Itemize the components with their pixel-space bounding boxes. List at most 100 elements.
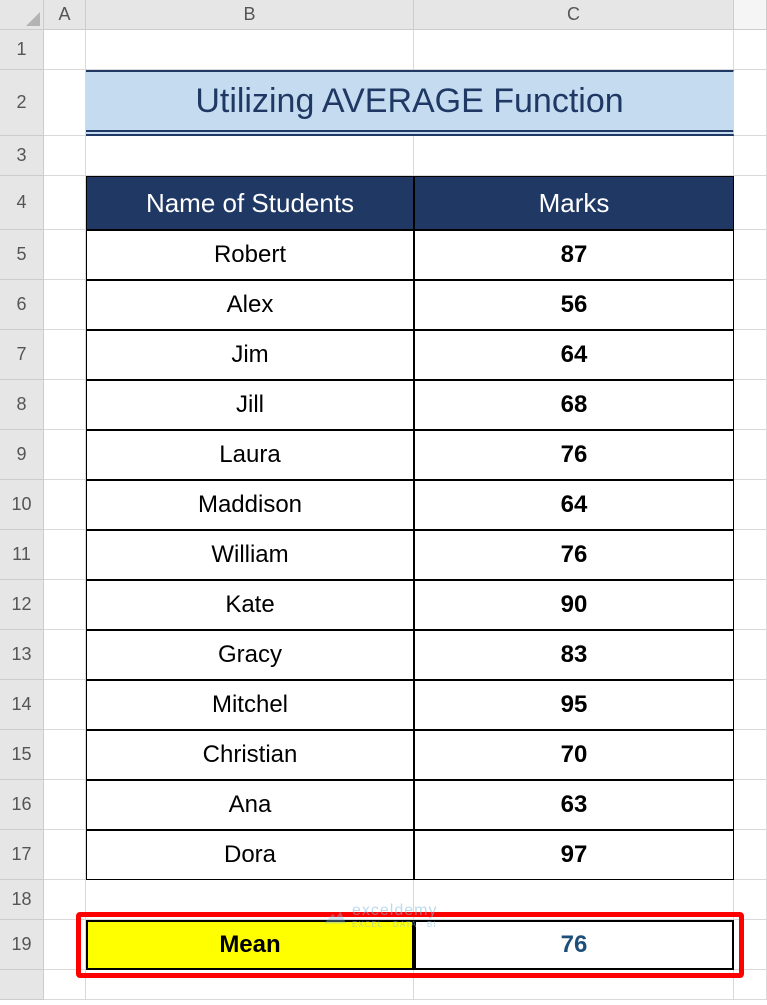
cell-A13[interactable] [44,630,86,680]
table-row-marks[interactable]: 63 [414,780,734,830]
row-header-17[interactable]: 17 [0,830,44,880]
row-header-2[interactable]: 2 [0,70,44,136]
select-all-triangle[interactable] [0,0,44,30]
table-row-name[interactable]: Christian [86,730,414,780]
cell-A2[interactable] [44,70,86,136]
cell-end-10[interactable] [734,480,767,530]
cell-A4[interactable] [44,176,86,230]
table-row-marks[interactable]: 90 [414,580,734,630]
mean-value-cell[interactable]: 76 [414,920,734,970]
row-header-10[interactable]: 10 [0,480,44,530]
table-row-name[interactable]: Jim [86,330,414,380]
table-row-name[interactable]: Maddison [86,480,414,530]
row-header-1[interactable]: 1 [0,30,44,70]
table-row-marks[interactable]: 56 [414,280,734,330]
table-row-marks[interactable]: 83 [414,630,734,680]
row-header-7[interactable]: 7 [0,330,44,380]
row-header-3[interactable]: 3 [0,136,44,176]
cell-end-11[interactable] [734,530,767,580]
table-row-name[interactable]: Alex [86,280,414,330]
row-header-4[interactable]: 4 [0,176,44,230]
cell-A14[interactable] [44,680,86,730]
cell-end-6[interactable] [734,280,767,330]
cell-end-12[interactable] [734,580,767,630]
table-row-name[interactable]: Dora [86,830,414,880]
row-header-19[interactable]: 19 [0,920,44,970]
row-header-5[interactable]: 5 [0,230,44,280]
cell-A8[interactable] [44,380,86,430]
row-header-13[interactable]: 13 [0,630,44,680]
cell-B1[interactable] [86,30,414,70]
cell-A10[interactable] [44,480,86,530]
cell-A9[interactable] [44,430,86,480]
cell-end-8[interactable] [734,380,767,430]
cell-C18[interactable] [414,880,734,920]
cell-B18[interactable] [86,880,414,920]
cell-end-5[interactable] [734,230,767,280]
table-row-name[interactable]: Mitchel [86,680,414,730]
table-row-name[interactable]: Kate [86,580,414,630]
cell-C20[interactable] [414,970,734,1000]
table-row-marks[interactable]: 76 [414,530,734,580]
table-header-marks[interactable]: Marks [414,176,734,230]
cell-B3[interactable] [86,136,414,176]
row-header-16[interactable]: 16 [0,780,44,830]
cell-end-18[interactable] [734,880,767,920]
cell-end-14[interactable] [734,680,767,730]
column-header-A[interactable]: A [44,0,86,30]
cell-C1[interactable] [414,30,734,70]
mean-label-cell[interactable]: Mean [86,920,414,970]
cell-A1[interactable] [44,30,86,70]
cell-A20[interactable] [44,970,86,1000]
cell-A19[interactable] [44,920,86,970]
row-header-6[interactable]: 6 [0,280,44,330]
cell-end-1[interactable] [734,30,767,70]
cell-end-2[interactable] [734,70,767,136]
cell-A17[interactable] [44,830,86,880]
cell-end-17[interactable] [734,830,767,880]
table-row-marks[interactable]: 70 [414,730,734,780]
cell-A16[interactable] [44,780,86,830]
cell-end-13[interactable] [734,630,767,680]
table-row-marks[interactable]: 97 [414,830,734,880]
table-row-marks[interactable]: 87 [414,230,734,280]
table-row-marks[interactable]: 68 [414,380,734,430]
column-header-C[interactable]: C [414,0,734,30]
cell-end-16[interactable] [734,780,767,830]
table-row-name[interactable]: Robert [86,230,414,280]
table-row-marks[interactable]: 64 [414,330,734,380]
row-header-14[interactable]: 14 [0,680,44,730]
table-row-name[interactable]: Ana [86,780,414,830]
cell-end-15[interactable] [734,730,767,780]
row-header-12[interactable]: 12 [0,580,44,630]
cell-end-20[interactable] [734,970,767,1000]
cell-C3[interactable] [414,136,734,176]
cell-A7[interactable] [44,330,86,380]
cell-A3[interactable] [44,136,86,176]
cell-end-9[interactable] [734,430,767,480]
cell-B20[interactable] [86,970,414,1000]
cell-end-19[interactable] [734,920,767,970]
cell-A12[interactable] [44,580,86,630]
column-header-end[interactable] [734,0,767,30]
cell-A6[interactable] [44,280,86,330]
table-row-marks[interactable]: 95 [414,680,734,730]
table-row-name[interactable]: William [86,530,414,580]
row-header-11[interactable]: 11 [0,530,44,580]
cell-A11[interactable] [44,530,86,580]
row-header-end[interactable] [0,970,44,1000]
table-row-marks[interactable]: 76 [414,430,734,480]
cell-end-3[interactable] [734,136,767,176]
row-header-8[interactable]: 8 [0,380,44,430]
table-row-name[interactable]: Gracy [86,630,414,680]
row-header-18[interactable]: 18 [0,880,44,920]
row-header-15[interactable]: 15 [0,730,44,780]
table-row-name[interactable]: Laura [86,430,414,480]
row-header-9[interactable]: 9 [0,430,44,480]
cell-A15[interactable] [44,730,86,780]
table-row-marks[interactable]: 64 [414,480,734,530]
cell-A18[interactable] [44,880,86,920]
table-row-name[interactable]: Jill [86,380,414,430]
table-header-name[interactable]: Name of Students [86,176,414,230]
cell-end-7[interactable] [734,330,767,380]
